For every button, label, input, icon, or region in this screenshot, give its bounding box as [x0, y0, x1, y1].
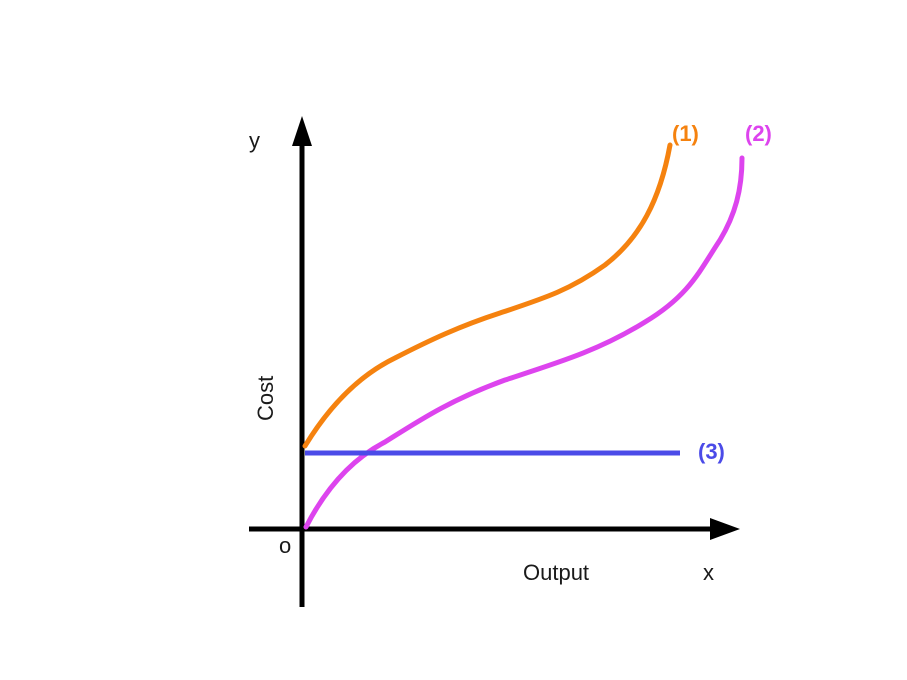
curve-2-variable-cost [303, 155, 745, 530]
y-axis-label: Cost [253, 376, 278, 421]
axes [249, 116, 740, 607]
curve-1-total-cost [302, 142, 673, 449]
x-axis-symbol: x [703, 560, 714, 585]
origin-label: o [279, 533, 291, 558]
y-axis-arrow [292, 116, 312, 146]
x-axis-arrow [710, 518, 740, 540]
x-axis-label: Output [523, 560, 589, 585]
curve-1-label: (1) [672, 121, 699, 146]
curve-2-label: (2) [745, 121, 772, 146]
curve-3-label: (3) [698, 439, 725, 464]
y-axis-symbol: y [249, 128, 260, 153]
